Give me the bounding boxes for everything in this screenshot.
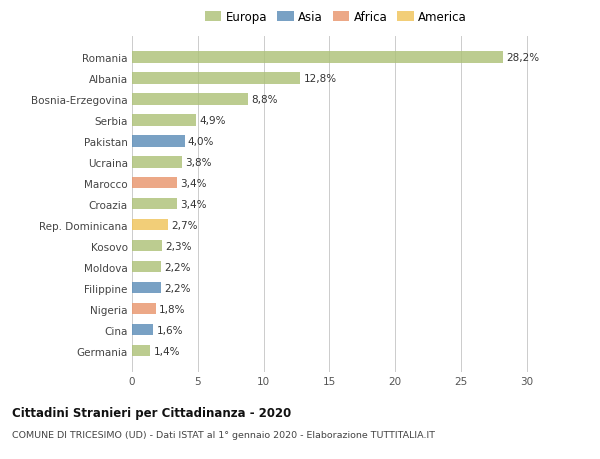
Text: 2,3%: 2,3%	[166, 241, 192, 251]
Bar	[132, 52, 503, 63]
Text: 3,4%: 3,4%	[180, 179, 206, 188]
Bar	[132, 282, 161, 294]
Text: 2,7%: 2,7%	[171, 220, 197, 230]
Bar	[132, 115, 196, 126]
Bar	[132, 241, 162, 252]
Text: 2,2%: 2,2%	[164, 283, 191, 293]
Text: 8,8%: 8,8%	[251, 95, 278, 105]
Bar	[132, 178, 177, 189]
Text: 3,4%: 3,4%	[180, 199, 206, 209]
Bar	[132, 219, 167, 231]
Text: 1,4%: 1,4%	[154, 346, 180, 356]
Text: 28,2%: 28,2%	[506, 53, 539, 63]
Text: 4,0%: 4,0%	[188, 136, 214, 146]
Bar	[132, 324, 153, 336]
Text: 1,6%: 1,6%	[157, 325, 183, 335]
Text: COMUNE DI TRICESIMO (UD) - Dati ISTAT al 1° gennaio 2020 - Elaborazione TUTTITAL: COMUNE DI TRICESIMO (UD) - Dati ISTAT al…	[12, 430, 435, 439]
Bar	[132, 198, 177, 210]
Bar	[132, 136, 185, 147]
Text: 12,8%: 12,8%	[304, 73, 337, 84]
Legend: Europa, Asia, Africa, America: Europa, Asia, Africa, America	[205, 11, 467, 24]
Bar	[132, 345, 151, 357]
Bar	[132, 73, 301, 84]
Bar	[132, 157, 182, 168]
Text: 4,9%: 4,9%	[200, 116, 226, 125]
Text: 2,2%: 2,2%	[164, 262, 191, 272]
Text: 3,8%: 3,8%	[185, 157, 212, 168]
Bar	[132, 94, 248, 105]
Bar	[132, 303, 155, 315]
Text: Cittadini Stranieri per Cittadinanza - 2020: Cittadini Stranieri per Cittadinanza - 2…	[12, 406, 291, 419]
Bar	[132, 261, 161, 273]
Text: 1,8%: 1,8%	[159, 304, 185, 314]
